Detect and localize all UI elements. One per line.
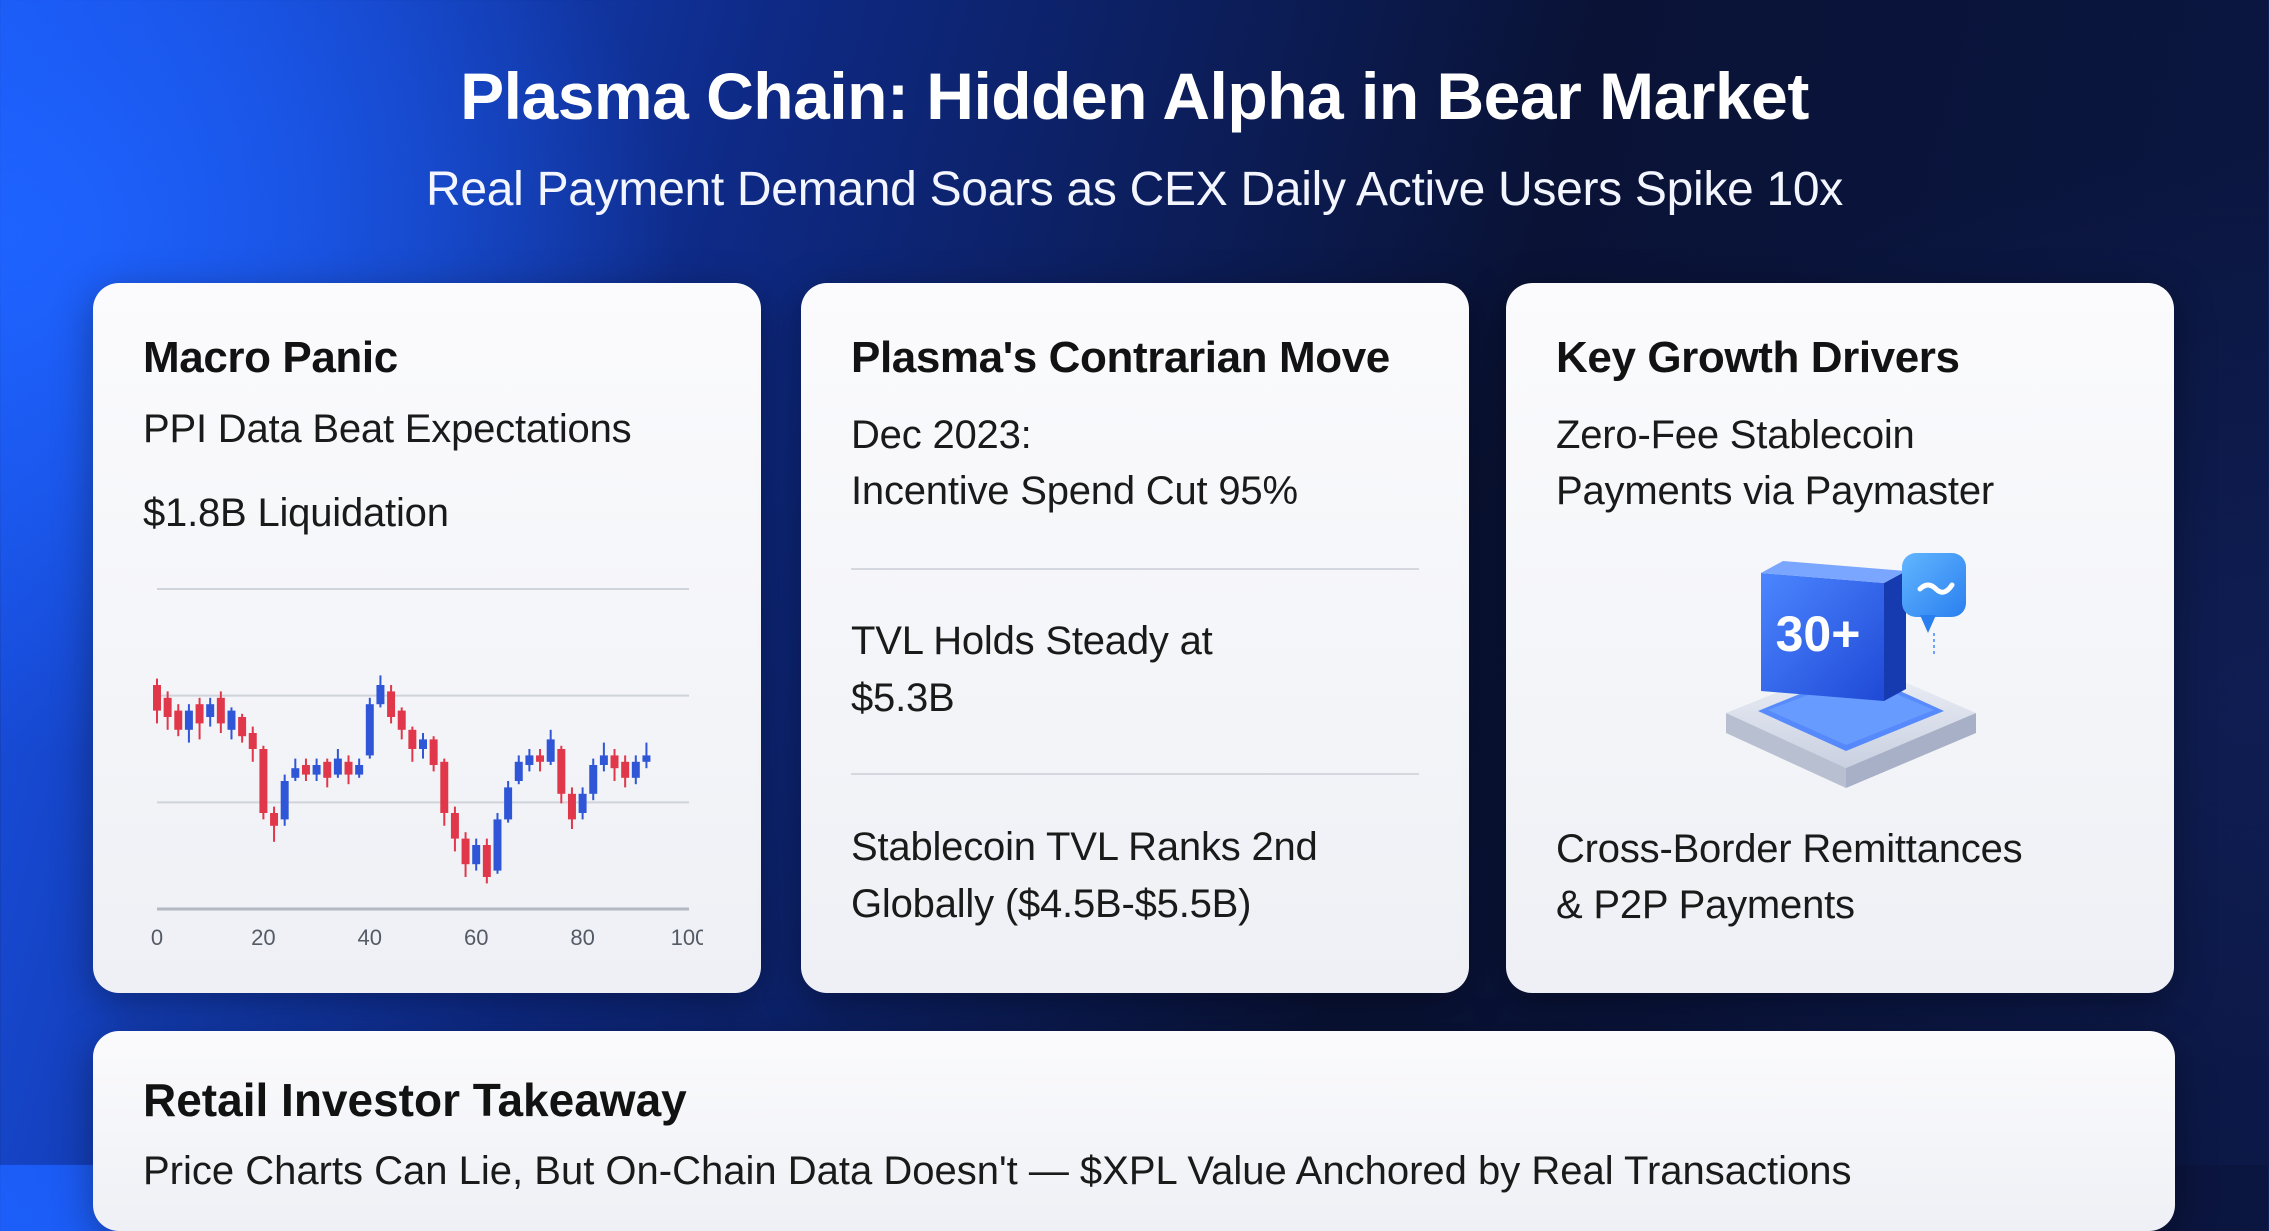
candle-down [408, 729, 417, 749]
candle-up [312, 765, 321, 775]
contrarian-move-card: Plasma's Contrarian Move Dec 2023: Incen… [801, 283, 1469, 993]
candle-down [174, 710, 183, 730]
candle-down [163, 697, 172, 717]
candle-down [482, 845, 491, 877]
candle-up [365, 704, 374, 756]
dec-2023-line: Dec 2023: [851, 413, 1032, 457]
candle-down [216, 697, 225, 724]
candle-down [450, 813, 459, 839]
candle-down [429, 739, 438, 765]
candle-down [344, 761, 353, 775]
candle-up [184, 710, 193, 730]
incentive-cut-line: Incentive Spend Cut 95% [851, 469, 1298, 513]
isometric-badge-illustration: 30+ [1726, 553, 1976, 788]
divider [851, 568, 1419, 570]
candle-down [610, 755, 619, 769]
x-tick-label: 100 [671, 925, 703, 950]
card-title: Plasma's Contrarian Move [851, 333, 1390, 382]
candle-up [578, 793, 587, 813]
candle-up [514, 761, 523, 781]
x-tick-label: 60 [464, 925, 488, 950]
candle-up [525, 755, 534, 765]
ppi-line: PPI Data Beat Expectations [143, 407, 632, 451]
candle-down [397, 710, 406, 730]
x-tick-label: 20 [251, 925, 275, 950]
card-title: Macro Panic [143, 333, 398, 382]
chat-bubble-icon [1902, 553, 1966, 655]
retail-takeaway-card: Retail Investor Takeaway Price Charts Ca… [93, 1031, 2175, 1231]
candle-down [557, 749, 566, 794]
candle-up [206, 704, 215, 717]
stablecoin-rank-line: Stablecoin TVL Ranks 2nd [851, 825, 1318, 869]
candle-up [631, 761, 640, 778]
card-title: Key Growth Drivers [1556, 333, 1960, 382]
remittances-line: Cross-Border Remittances [1556, 827, 2023, 871]
candle-down [567, 793, 576, 820]
candle-up [419, 739, 427, 749]
x-tick-label: 0 [151, 925, 163, 950]
candle-down [153, 685, 161, 711]
candle-down [387, 691, 396, 717]
candle-down [440, 761, 449, 813]
page-subtitle: Real Payment Demand Soars as CEX Daily A… [426, 163, 1843, 216]
candle-up [493, 819, 502, 871]
candle-up [291, 768, 300, 778]
candle-up [546, 739, 555, 762]
zero-fee-line: Zero-Fee Stablecoin [1556, 413, 1915, 457]
tvl-steady-line: TVL Holds Steady at [851, 619, 1213, 663]
candle-up [280, 781, 289, 820]
card-title: Retail Investor Takeaway [143, 1074, 687, 1126]
candle-up [472, 845, 481, 865]
liquidation-line: $1.8B Liquidation [143, 491, 449, 535]
tvl-value-line: $5.3B [851, 676, 955, 720]
candle-down [238, 717, 247, 737]
candlestick-chart: 0 20 40 60 80 100 [151, 588, 703, 950]
growth-drivers-card: Key Growth Drivers Zero-Fee Stablecoin P… [1506, 283, 2174, 993]
candle-down [621, 761, 630, 778]
paymaster-line: Payments via Paymaster [1556, 469, 1994, 513]
candle-down [536, 755, 545, 762]
candle-down [248, 733, 257, 749]
candle-down [195, 704, 204, 724]
takeaway-line: Price Charts Can Lie, But On-Chain Data … [143, 1149, 1852, 1193]
badge-count: 30+ [1776, 606, 1861, 662]
x-tick-label: 80 [570, 925, 594, 950]
badge-tile [1761, 561, 1906, 701]
page-title: Plasma Chain: Hidden Alpha in Bear Marke… [460, 59, 1809, 133]
divider [851, 773, 1419, 775]
candle-down [323, 761, 332, 778]
candle-up [599, 755, 608, 765]
candle-up [227, 710, 236, 730]
candle-up [376, 685, 385, 705]
x-tick-label: 40 [358, 925, 382, 950]
macro-panic-card: Macro Panic PPI Data Beat Expectations $… [93, 283, 761, 993]
candle-up [333, 758, 342, 775]
candle-down [301, 765, 310, 775]
candle-up [504, 787, 513, 820]
candle-down [270, 813, 279, 826]
candle-up [589, 765, 598, 794]
candle-up [642, 755, 651, 762]
stablecoin-range-line: Globally ($4.5B-$5.5B) [851, 882, 1252, 926]
candle-up [355, 765, 364, 775]
p2p-line: & P2P Payments [1556, 883, 1855, 927]
candle-down [259, 749, 268, 813]
candle-down [461, 838, 470, 865]
